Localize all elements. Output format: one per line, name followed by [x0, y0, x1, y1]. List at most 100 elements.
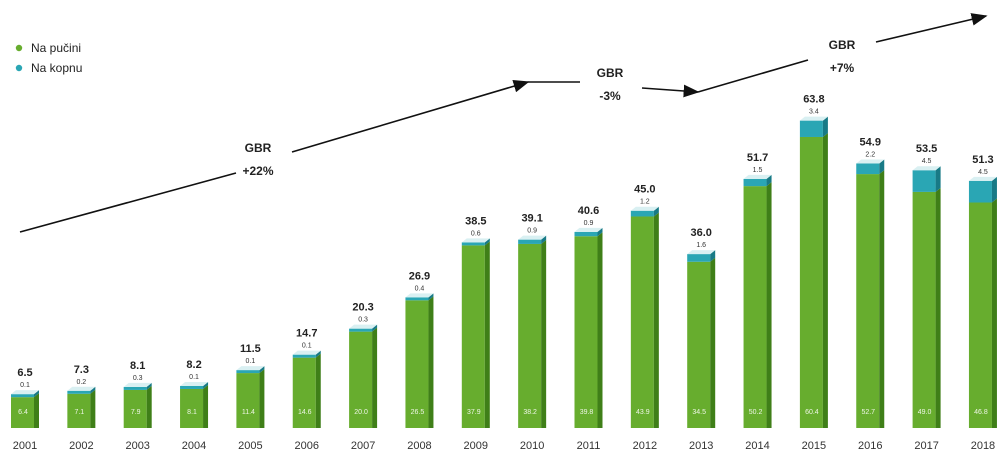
- offshore-bar: [687, 261, 711, 428]
- offshore-value-label: 26.5: [411, 409, 425, 416]
- onshore-bar: [630, 210, 654, 217]
- offshore-bar-side: [259, 369, 265, 428]
- onshore-value-label: 0.1: [246, 358, 256, 365]
- bars-group: 6.4 0.1 6.5 2001 7.1 0.2 7.3 2002 7.9 0.3 8.1 2003 8…: [11, 94, 997, 452]
- onshore-value-label: 0.4: [415, 285, 425, 292]
- onshore-value-label: 0.1: [302, 343, 312, 350]
- trend-arrow-3-left: [697, 59, 809, 93]
- x-tick-label: 2015: [802, 440, 826, 452]
- onshore-bar: [856, 163, 880, 175]
- offshore-bar: [236, 373, 260, 428]
- onshore-bar-side: [428, 293, 434, 301]
- x-tick-label: 2004: [182, 440, 206, 452]
- bar-top-cap: [743, 174, 772, 179]
- total-value-label: 40.6: [578, 205, 599, 217]
- x-tick-label: 2008: [407, 440, 431, 452]
- x-tick-label: 2018: [971, 440, 995, 452]
- offshore-value-label: 7.1: [74, 409, 84, 416]
- onshore-bar-side: [259, 366, 265, 374]
- onshore-bar-side: [146, 382, 152, 390]
- bar-top-cap: [461, 238, 490, 243]
- onshore-bar-side: [315, 350, 321, 358]
- onshore-bar: [180, 385, 204, 389]
- offshore-bar-side: [34, 393, 39, 428]
- offshore-bar: [349, 331, 373, 428]
- offshore-value-label: 6.4: [18, 409, 28, 416]
- offshore-bar: [574, 236, 598, 428]
- onshore-value-label: 0.3: [358, 317, 368, 324]
- onshore-value-label: 0.1: [189, 374, 199, 381]
- gbr-2-title: GBR: [597, 66, 624, 80]
- bar-top-cap: [67, 386, 96, 391]
- onshore-bar-side: [90, 386, 96, 394]
- offshore-value-label: 37.9: [467, 409, 481, 416]
- onshore-bar-side: [935, 166, 941, 192]
- onshore-bar: [968, 180, 992, 203]
- offshore-bar-side: [203, 384, 209, 428]
- offshore-bar: [292, 357, 316, 428]
- onshore-bar: [405, 297, 429, 301]
- legend-onshore-label: Na kopnu: [31, 61, 82, 75]
- legend-offshore-swatch: [15, 44, 23, 52]
- total-value-label: 7.3: [74, 364, 89, 376]
- offshore-value-label: 7.9: [131, 409, 141, 416]
- onshore-value-label: 0.3: [133, 375, 143, 382]
- bar-top-cap: [912, 166, 941, 171]
- trend-arrow-2-right: [641, 84, 700, 98]
- onshore-value-label: 1.6: [696, 242, 706, 249]
- gbr-2-value: -3%: [599, 89, 621, 103]
- offshore-bar-side: [991, 198, 997, 428]
- offshore-value-label: 38.2: [523, 409, 537, 416]
- total-value-label: 11.5: [240, 343, 261, 355]
- x-tick-label: 2002: [69, 440, 93, 452]
- gbr-3-value: +7%: [830, 61, 855, 75]
- offshore-bar-side: [653, 212, 659, 428]
- offshore-value-label: 50.2: [749, 409, 763, 416]
- offshore-value-label: 60.4: [805, 409, 819, 416]
- offshore-bar-side: [484, 241, 490, 428]
- offshore-bar-side: [879, 170, 885, 428]
- onshore-value-label: 3.4: [809, 109, 819, 116]
- trend-arrow-1-right: [291, 79, 530, 153]
- onshore-bar: [123, 386, 147, 390]
- offshore-value-label: 14.6: [298, 409, 312, 416]
- onshore-bar-side: [822, 116, 828, 137]
- offshore-value-label: 49.0: [918, 409, 932, 416]
- onshore-value-label: 0.9: [527, 228, 537, 235]
- x-tick-label: 2007: [351, 440, 375, 452]
- offshore-bar: [856, 174, 880, 428]
- bar-top-cap: [856, 159, 885, 164]
- offshore-value-label: 20.0: [354, 409, 368, 416]
- onshore-bar: [574, 231, 598, 237]
- bar-top-cap: [630, 206, 659, 211]
- offshore-bar-side: [146, 385, 152, 428]
- onshore-bar-side: [541, 235, 547, 244]
- onshore-bar-side: [372, 324, 378, 332]
- bar-top-cap: [292, 350, 321, 355]
- total-value-label: 8.2: [186, 359, 201, 371]
- offshore-bar-side: [766, 182, 772, 428]
- offshore-bar-side: [428, 296, 434, 428]
- onshore-bar: [349, 328, 373, 332]
- total-value-label: 20.3: [352, 302, 373, 314]
- x-tick-label: 2017: [914, 440, 938, 452]
- onshore-value-label: 2.2: [865, 151, 875, 158]
- x-tick-label: 2006: [295, 440, 319, 452]
- onshore-bar-side: [991, 176, 997, 203]
- onshore-bar-side: [597, 227, 603, 237]
- offshore-value-label: 46.8: [974, 409, 988, 416]
- offshore-bar-side: [541, 239, 547, 428]
- onshore-value-label: 0.2: [76, 379, 86, 386]
- total-value-label: 51.3: [972, 154, 993, 166]
- onshore-bar-side: [34, 390, 39, 398]
- total-value-label: 36.0: [690, 227, 711, 239]
- onshore-bar: [236, 370, 260, 374]
- total-value-label: 63.8: [803, 94, 824, 106]
- legend: Na pučini Na kopnu: [15, 41, 82, 75]
- bar-top-cap: [687, 250, 716, 255]
- onshore-value-label: 0.9: [584, 220, 594, 227]
- onshore-bar-side: [710, 250, 716, 262]
- onshore-value-label: 0.6: [471, 230, 481, 237]
- bar-top-cap: [574, 227, 603, 232]
